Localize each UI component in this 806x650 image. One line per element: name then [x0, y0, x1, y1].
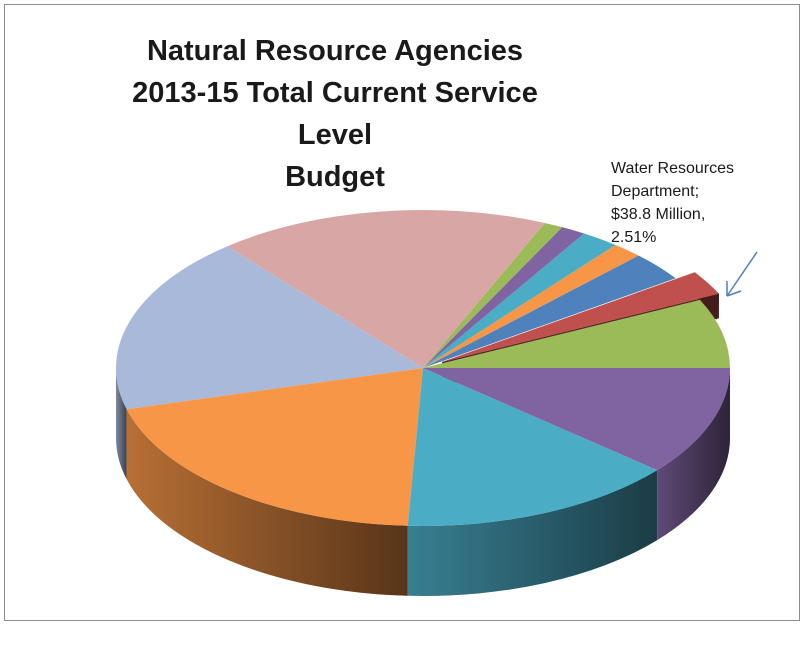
data-label-line-3: $38.8 Million,: [611, 206, 706, 223]
data-label-line-1: Water Resources: [611, 160, 734, 177]
pie-slice-1: [423, 299, 730, 368]
pie-slice-12: [423, 368, 730, 471]
callout-arrow-line: [726, 251, 758, 297]
pie-slices: [115, 210, 730, 526]
chart-title-line-3: Budget: [285, 161, 385, 193]
pie-slice-side-shade-11: [407, 470, 658, 596]
pie-slice-11: [407, 368, 658, 526]
pie-slice-6: [423, 227, 585, 368]
chart-title-line-1: Natural Resource Agencies: [146, 35, 524, 67]
pie-slice-4: [423, 244, 639, 368]
pie-slice-3: [423, 255, 676, 368]
callout-arrow-head-right: [726, 290, 742, 297]
callout-arrow: [726, 251, 758, 297]
pie-slice-side-shade-9: [116, 368, 127, 480]
pie-slice-8: [227, 210, 545, 368]
pie-slice-10: [126, 368, 423, 526]
chart-title: Natural Resource Agencies 2013-15 Total …: [95, 30, 575, 198]
data-label-line-4: 2.51%: [611, 229, 657, 246]
pie-slice-7: [423, 222, 563, 368]
chart-title-line-2: 2013-15 Total Current Service Level: [132, 77, 538, 151]
pie-slice-9: [115, 246, 423, 410]
pie-slice-2: [442, 272, 719, 362]
data-label-line-2: Department;: [611, 183, 700, 200]
pie-slice-side-shade-12: [657, 368, 730, 541]
water-resources-data-label: Water Resources Department; $38.8 Millio…: [611, 157, 786, 249]
pie-slice-5: [423, 233, 616, 368]
pie-slice-side-shade-10: [126, 409, 408, 596]
